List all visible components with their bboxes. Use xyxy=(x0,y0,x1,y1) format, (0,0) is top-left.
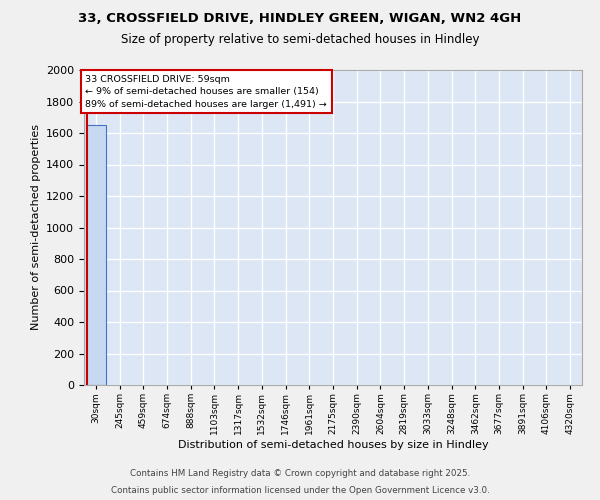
Text: Size of property relative to semi-detached houses in Hindley: Size of property relative to semi-detach… xyxy=(121,32,479,46)
Text: Contains HM Land Registry data © Crown copyright and database right 2025.: Contains HM Land Registry data © Crown c… xyxy=(130,468,470,477)
Text: 33 CROSSFIELD DRIVE: 59sqm
← 9% of semi-detached houses are smaller (154)
89% of: 33 CROSSFIELD DRIVE: 59sqm ← 9% of semi-… xyxy=(85,74,327,108)
X-axis label: Distribution of semi-detached houses by size in Hindley: Distribution of semi-detached houses by … xyxy=(178,440,488,450)
Text: 33, CROSSFIELD DRIVE, HINDLEY GREEN, WIGAN, WN2 4GH: 33, CROSSFIELD DRIVE, HINDLEY GREEN, WIG… xyxy=(79,12,521,26)
Bar xyxy=(86,125,106,385)
Text: Contains public sector information licensed under the Open Government Licence v3: Contains public sector information licen… xyxy=(110,486,490,495)
Y-axis label: Number of semi-detached properties: Number of semi-detached properties xyxy=(31,124,41,330)
